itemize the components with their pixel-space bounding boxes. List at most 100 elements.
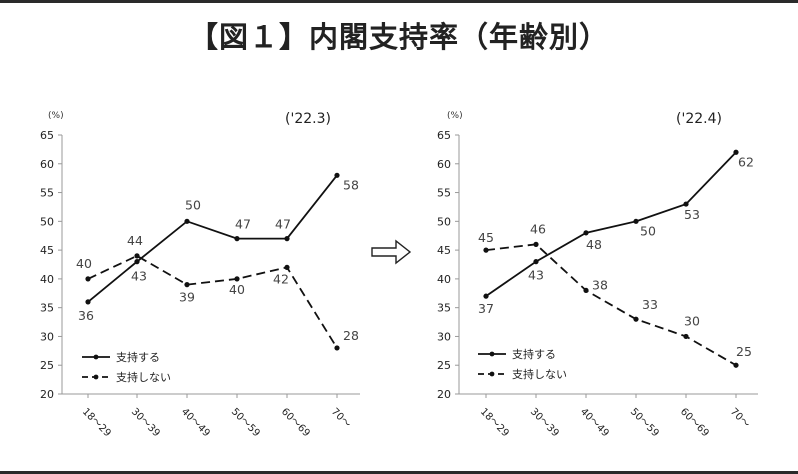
legend-label: 支持しない	[512, 367, 567, 381]
legend-marker	[489, 371, 495, 377]
y-axis-unit: (%)	[447, 111, 463, 121]
series-line-2	[87, 254, 338, 349]
data-point	[633, 218, 639, 224]
data-label: 40	[76, 256, 92, 271]
x-tick-label: 50～59	[628, 406, 661, 439]
x-tick-label: 70～	[728, 406, 752, 430]
data-label: 36	[78, 308, 94, 323]
y-tick-label: 55	[437, 187, 451, 200]
x-tick-label: 70～	[329, 406, 353, 430]
x-tick-label: 60～69	[279, 406, 312, 439]
legend-label: 支持しない	[116, 370, 171, 384]
data-point	[533, 259, 539, 265]
data-label: 45	[478, 230, 494, 245]
data-point	[733, 149, 739, 155]
y-tick-label: 30	[437, 330, 451, 343]
data-label: 53	[684, 207, 700, 222]
chart-2: ('22.4) (%) 20 25 30 35 40 45 50 55 60 65 18～29 30～39…	[437, 111, 758, 439]
frame-bottom-border	[0, 471, 798, 474]
y-tick-label: 60	[40, 158, 54, 171]
data-point	[184, 282, 190, 288]
y-tick-label: 40	[437, 273, 451, 286]
data-point	[234, 236, 240, 242]
chart-title: ('22.3)	[285, 111, 331, 127]
data-label: 48	[586, 237, 602, 252]
y-tick-label: 40	[40, 273, 54, 286]
y-tick-label: 65	[437, 129, 451, 142]
data-point	[533, 241, 539, 247]
data-label: 58	[343, 177, 359, 192]
data-label: 38	[592, 277, 608, 292]
y-tick-label: 50	[40, 215, 54, 228]
data-point	[633, 316, 639, 322]
y-axis-unit: (%)	[48, 111, 64, 121]
data-label: 47	[275, 217, 291, 232]
data-label: 43	[131, 269, 147, 284]
series-line-2	[485, 243, 737, 367]
data-point	[234, 276, 240, 282]
data-point	[483, 247, 489, 253]
arrow-right-icon: ⇨	[371, 239, 412, 265]
x-tick-label: 40～49	[578, 406, 611, 439]
data-point	[334, 172, 340, 178]
data-point	[733, 362, 739, 368]
y-tick-label: 30	[40, 330, 54, 343]
y-tick-label: 35	[437, 302, 451, 315]
legend-label: 支持する	[116, 350, 160, 364]
data-point	[85, 299, 91, 305]
data-label: 50	[640, 223, 656, 238]
data-point	[334, 345, 340, 351]
data-point	[85, 276, 91, 282]
data-label: 43	[528, 268, 544, 283]
y-tick-label: 45	[40, 244, 54, 257]
legend-label: 支持する	[512, 347, 556, 361]
data-label: 28	[343, 328, 359, 343]
data-point	[683, 201, 689, 207]
data-label: 40	[229, 282, 245, 297]
data-label: 39	[179, 290, 195, 305]
data-label: 46	[530, 221, 546, 236]
data-label: 62	[738, 154, 754, 169]
legend-marker	[489, 351, 495, 357]
y-tick-label: 35	[40, 302, 54, 315]
data-point	[134, 253, 140, 259]
series-line-1	[87, 174, 338, 303]
data-label: 44	[127, 233, 143, 248]
data-point	[184, 218, 190, 224]
legend-marker	[93, 374, 99, 380]
y-tick-label: 25	[40, 359, 54, 372]
data-point	[683, 333, 689, 340]
y-tick-label: 25	[437, 359, 451, 372]
chart-title: ('22.4)	[676, 111, 722, 127]
data-point	[583, 287, 589, 293]
data-label: 33	[642, 297, 658, 312]
data-label: 47	[235, 217, 251, 232]
x-tick-label: 30～39	[129, 406, 162, 439]
x-tick-label: 18～29	[80, 406, 113, 439]
x-tick-label: 40～49	[179, 406, 212, 439]
chart-1: ('22.3) (%) 20 25 30 35 40 45 50 55 60 65 18～29 30～39…	[40, 111, 360, 439]
y-tick-label: 50	[437, 215, 451, 228]
y-tick-label: 20	[40, 388, 54, 401]
data-point	[284, 236, 290, 242]
y-tick-label: 55	[40, 187, 54, 200]
y-tick-label: 60	[437, 158, 451, 171]
data-point	[284, 264, 290, 270]
data-label: 37	[478, 301, 494, 316]
x-tick-label: 60～69	[678, 406, 711, 439]
y-tick-label: 65	[40, 129, 54, 142]
data-label: 50	[185, 197, 201, 212]
legend-marker	[93, 354, 99, 360]
data-label: 25	[736, 344, 752, 359]
x-tick-label: 18～29	[478, 406, 511, 439]
page-title: 【図１】内閣支持率（年齢別）	[188, 20, 609, 54]
series-line-1	[485, 151, 737, 297]
x-tick-label: 50～59	[229, 406, 262, 439]
data-point	[583, 230, 589, 236]
frame-top-border	[0, 0, 798, 3]
data-point	[134, 259, 140, 265]
arrow-shape	[371, 239, 412, 265]
y-tick-label: 45	[437, 244, 451, 257]
x-tick-label: 30～39	[528, 406, 561, 439]
